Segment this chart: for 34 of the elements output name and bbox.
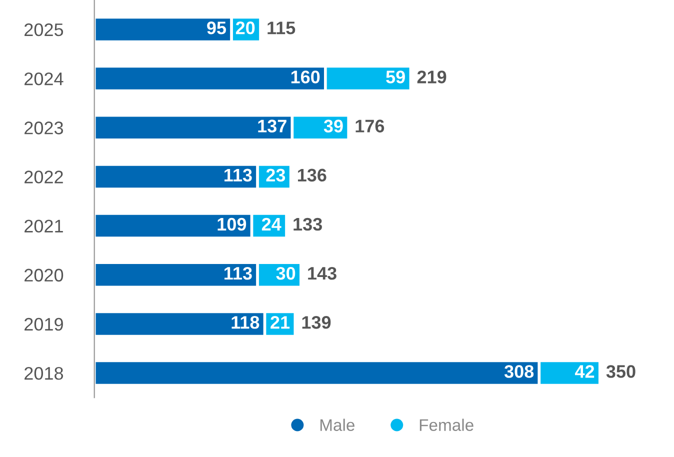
total-label: 133 [294, 218, 322, 231]
total-label: 219 [417, 70, 446, 84]
data-label: 39 [324, 120, 343, 132]
total-label: 143 [308, 266, 336, 280]
legend-label: Male [320, 418, 354, 431]
data-label: 20 [236, 22, 255, 34]
y-tick-label: 2023 [24, 122, 64, 134]
legend-label: Female [420, 418, 474, 431]
y-tick-label: 2024 [24, 72, 64, 86]
data-label: 95 [207, 22, 226, 34]
y-tick-label: 2020 [24, 268, 64, 282]
total-label: 136 [298, 168, 326, 182]
y-tick-label: 2022 [24, 170, 63, 184]
total-label: 115 [268, 22, 296, 34]
data-label: 24 [262, 218, 282, 230]
data-label: 109 [218, 218, 246, 231]
data-label: 42 [574, 365, 594, 378]
total-label: 139 [302, 316, 331, 329]
data-label: 23 [266, 168, 286, 182]
data-label: 160 [291, 70, 320, 84]
y-tick-label: 2019 [24, 318, 63, 331]
data-label: 113 [224, 266, 252, 280]
y-tick-label: 2018 [24, 366, 64, 380]
data-label: 30 [276, 266, 296, 280]
data-label: 308 [504, 365, 534, 378]
data-label: 137 [258, 120, 286, 132]
total-label: 350 [606, 365, 636, 378]
data-label: 113 [224, 168, 252, 182]
data-label: 21 [270, 316, 290, 329]
data-label: 59 [386, 70, 405, 84]
data-label: 118 [232, 316, 260, 329]
total-label: 176 [356, 120, 384, 132]
y-tick-label: 2025 [24, 23, 64, 36]
y-tick-label: 2021 [24, 220, 63, 233]
